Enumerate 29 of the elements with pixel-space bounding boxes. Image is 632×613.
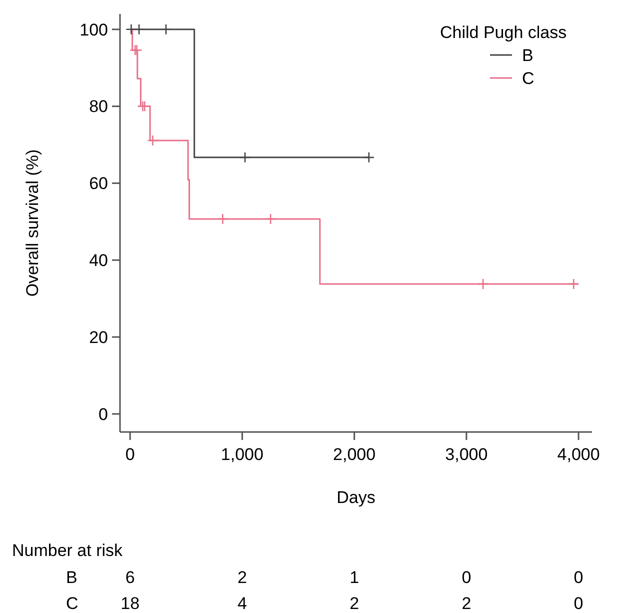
x-tick-label: 2,000 <box>333 445 376 464</box>
y-tick-label: 100 <box>80 20 108 40</box>
text: 2 <box>462 594 472 613</box>
text: 18 <box>120 594 140 613</box>
text: B <box>66 568 78 587</box>
y-axis-title: Overall survival (%) <box>23 149 42 297</box>
x-tick-label: 4,000 <box>557 445 600 464</box>
x-tick-label: 3,000 <box>445 445 488 464</box>
text: 0 <box>574 568 584 587</box>
text: 0 <box>574 594 584 613</box>
text: 2 <box>237 568 247 587</box>
text: 2 <box>350 594 360 613</box>
y-tick-label: 80 <box>89 97 108 116</box>
y-tick-label: 20 <box>89 328 108 347</box>
y-tick-label: 60 <box>89 174 108 194</box>
x-tick-label: 0 <box>125 445 135 464</box>
x-axis-title: Days <box>336 488 376 507</box>
y-tick-label: 0 <box>98 404 108 424</box>
legend-label: C <box>522 68 534 88</box>
text: 0 <box>462 568 472 587</box>
text: 4 <box>237 594 247 613</box>
legend-label: B <box>522 46 534 65</box>
y-tick-label: 40 <box>89 251 108 270</box>
legend-title: Child Pugh class <box>440 22 567 42</box>
text: Number at risk <box>12 541 124 560</box>
text: 6 <box>125 568 135 587</box>
text: 1 <box>350 568 360 587</box>
text: C <box>66 594 78 613</box>
x-tick-label: 1,000 <box>220 445 264 464</box>
